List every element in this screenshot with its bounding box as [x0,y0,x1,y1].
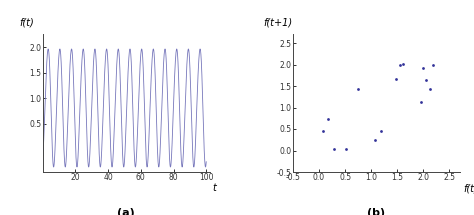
Point [372,138,379,141]
Point [354,87,362,91]
Point [426,88,433,91]
Point [392,77,400,80]
Text: (b): (b) [367,208,385,215]
Point [377,129,384,132]
Text: (a): (a) [117,208,135,215]
Point [325,117,332,121]
Point [319,129,327,133]
Point [342,147,350,150]
Text: f(t): f(t) [19,17,34,28]
Point [422,78,429,81]
Point [419,66,427,70]
Point [429,63,437,66]
Text: f(t+1): f(t+1) [263,17,292,28]
Point [396,63,403,66]
Point [330,147,337,150]
Text: t: t [213,183,217,193]
Point [417,101,424,104]
Point [400,62,407,65]
Text: f(t): f(t) [463,183,474,193]
